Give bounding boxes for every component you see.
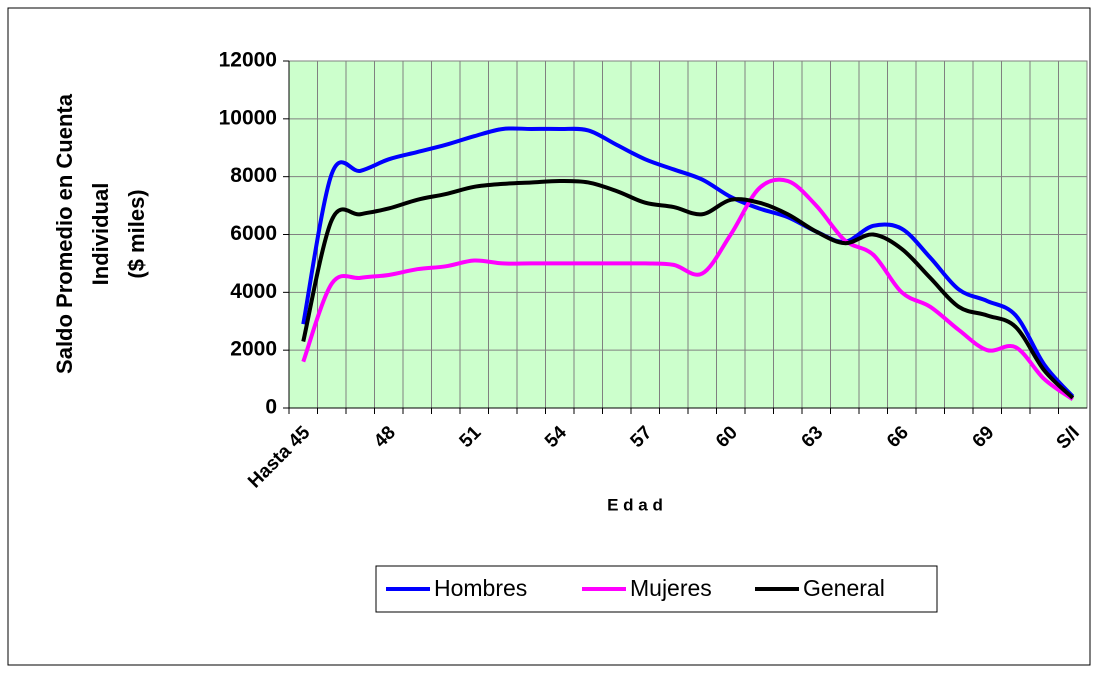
y-axis-title-line: Saldo Promedio en Cuenta [52,93,77,374]
y-tick-label: 6000 [230,222,277,245]
legend-label: Mujeres [630,575,712,601]
y-tick-label: 10000 [219,106,277,129]
legend-box [375,565,938,613]
line-series [301,178,1075,400]
y-tick-label: 12000 [219,49,277,72]
y-axis-title-line: ($ miles) [124,189,149,278]
y-tick-label: 0 [265,396,277,419]
legend-label: General [803,575,885,601]
y-axis-title-line: Individual [88,183,113,286]
x-axis-title: E d a d [607,495,663,514]
y-tick-label: 8000 [230,164,277,187]
y-tick-label: 2000 [230,338,277,361]
y-tick-label: 4000 [230,280,277,303]
line-series [301,126,1075,398]
line-series [301,177,1074,401]
legend-label: Hombres [434,575,527,601]
y-axis-title: Saldo Promedio en Cuenta Individual ($ m… [52,93,149,374]
